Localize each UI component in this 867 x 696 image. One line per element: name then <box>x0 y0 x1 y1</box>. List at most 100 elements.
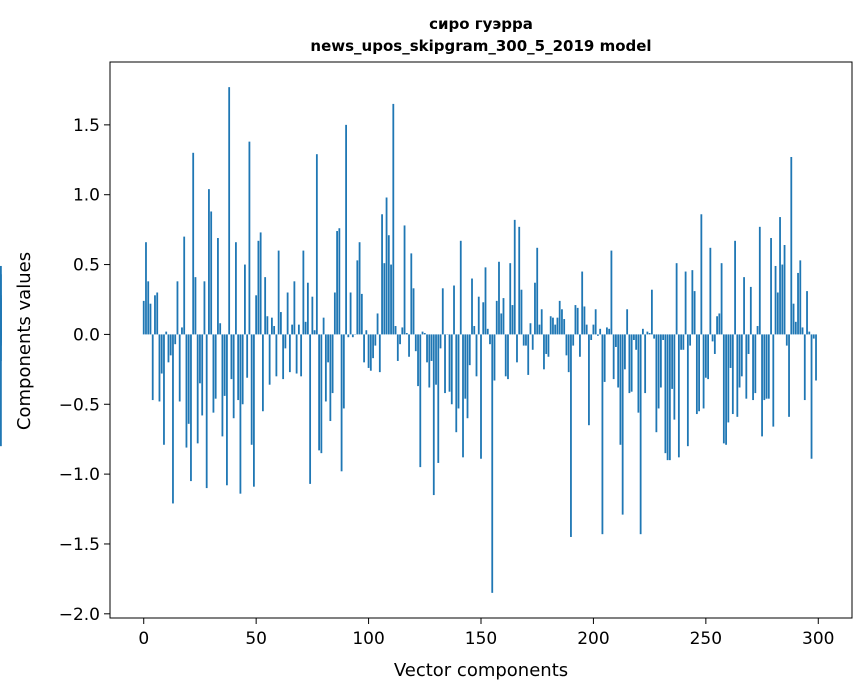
bar <box>574 305 577 335</box>
bar <box>448 334 451 392</box>
bar <box>259 232 262 335</box>
bar <box>223 334 226 396</box>
bar <box>788 334 790 417</box>
bar <box>543 334 545 370</box>
bar <box>558 300 561 335</box>
bar <box>621 334 624 515</box>
bar <box>376 313 379 335</box>
bar <box>455 334 458 433</box>
bar <box>597 334 599 336</box>
bar <box>556 317 559 335</box>
bar <box>711 334 714 342</box>
bar <box>704 334 707 378</box>
bar <box>700 214 703 335</box>
bar <box>435 334 437 385</box>
bar <box>781 264 784 335</box>
bar <box>725 334 727 445</box>
y-tick-label: 0.0 <box>73 325 100 345</box>
bar <box>277 250 280 335</box>
bar <box>266 316 269 335</box>
bar <box>783 245 786 335</box>
bar <box>241 334 244 405</box>
bar <box>790 156 793 335</box>
bar <box>304 321 307 335</box>
bar <box>174 334 177 345</box>
bar <box>812 334 815 339</box>
bar <box>453 285 455 335</box>
bar <box>201 334 204 416</box>
bar <box>770 238 772 335</box>
bar <box>808 331 811 335</box>
bar <box>686 334 689 447</box>
y-axis-ticks: −2.0 −1.5 −1.0 −0.5 0.0 0.5 1.0 1.5 <box>59 116 110 625</box>
bar <box>324 334 327 402</box>
bar <box>794 321 797 335</box>
bar <box>749 286 752 335</box>
bar <box>329 334 332 422</box>
bar <box>246 334 249 378</box>
bar <box>633 334 635 340</box>
bar <box>713 334 716 354</box>
bar <box>745 334 748 399</box>
bar <box>608 328 611 335</box>
bar <box>567 334 570 373</box>
bar <box>165 331 168 335</box>
bar <box>527 334 530 375</box>
bar <box>176 281 179 335</box>
x-tick-label: 50 <box>245 629 267 649</box>
bar <box>230 334 233 380</box>
bar <box>509 263 512 335</box>
bar <box>297 324 300 335</box>
bar <box>194 277 197 335</box>
bar <box>785 334 788 346</box>
bars-group <box>0 87 817 593</box>
bar <box>279 312 282 335</box>
bar <box>477 296 480 335</box>
bar <box>662 334 665 340</box>
bar <box>318 334 321 451</box>
bar <box>199 334 201 384</box>
bar <box>707 334 709 380</box>
x-tick-label: 0 <box>138 629 149 649</box>
bar <box>160 334 163 374</box>
bar <box>617 334 620 388</box>
bar <box>588 334 590 426</box>
bar <box>149 303 152 335</box>
bar <box>423 333 426 335</box>
bar <box>237 334 240 401</box>
bar <box>511 305 514 335</box>
bar <box>181 327 183 335</box>
bar <box>315 154 318 335</box>
bar <box>579 334 581 357</box>
bar <box>594 309 597 335</box>
bar <box>358 242 361 335</box>
bar <box>192 152 195 335</box>
y-tick-label: −2.0 <box>59 605 100 625</box>
bar <box>776 292 779 335</box>
bar <box>327 334 329 363</box>
bar <box>504 334 507 377</box>
bar <box>282 334 285 380</box>
x-tick-label: 250 <box>690 629 722 649</box>
bar <box>513 219 516 335</box>
bar <box>689 334 692 346</box>
bar <box>716 316 718 335</box>
bar <box>500 313 503 335</box>
bar <box>740 334 743 377</box>
y-tick-label: −1.5 <box>59 535 100 555</box>
bar <box>239 334 242 494</box>
bar <box>268 334 271 385</box>
bar <box>428 334 431 388</box>
bar <box>217 238 219 335</box>
bar <box>680 334 683 350</box>
bar <box>214 334 217 399</box>
bar <box>484 267 487 335</box>
bar <box>590 334 593 340</box>
bar <box>172 334 174 504</box>
bar <box>147 281 150 335</box>
bar <box>675 263 678 335</box>
bar <box>417 334 419 387</box>
bar <box>718 313 721 335</box>
bar <box>657 334 660 409</box>
bar <box>806 291 808 335</box>
